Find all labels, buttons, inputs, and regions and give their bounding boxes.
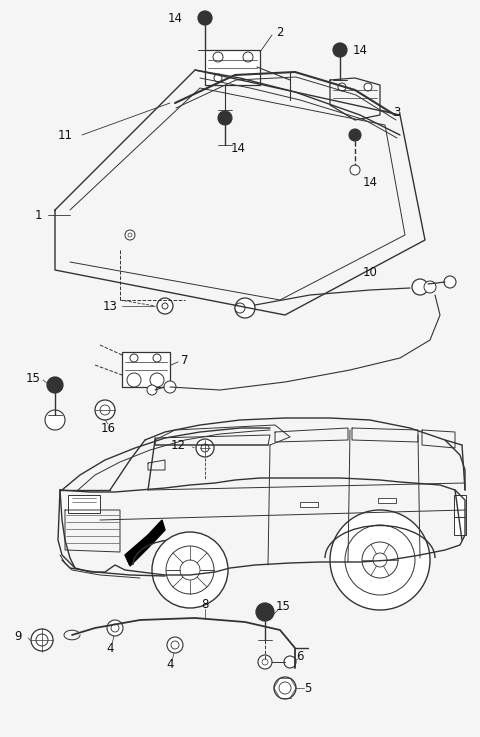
Circle shape — [235, 303, 245, 313]
Bar — [454, 495, 466, 517]
Polygon shape — [125, 520, 165, 566]
Bar — [378, 498, 396, 503]
Circle shape — [424, 281, 436, 293]
Text: 9: 9 — [14, 629, 22, 643]
Circle shape — [338, 83, 346, 91]
Circle shape — [152, 532, 228, 608]
Circle shape — [345, 525, 415, 595]
Circle shape — [333, 43, 347, 57]
Circle shape — [180, 560, 200, 580]
Circle shape — [125, 230, 135, 240]
Text: 14: 14 — [230, 142, 245, 155]
Circle shape — [162, 303, 168, 309]
Circle shape — [279, 682, 291, 694]
Text: 4: 4 — [166, 658, 174, 671]
Circle shape — [128, 233, 132, 237]
Text: 1: 1 — [34, 209, 42, 222]
Bar — [454, 517, 466, 535]
Circle shape — [150, 373, 164, 387]
Circle shape — [373, 553, 387, 567]
Circle shape — [214, 74, 222, 82]
Text: 4: 4 — [106, 641, 114, 654]
Circle shape — [243, 52, 253, 62]
Circle shape — [256, 603, 274, 621]
Text: 14: 14 — [352, 43, 368, 57]
Circle shape — [274, 677, 296, 699]
Text: 3: 3 — [393, 105, 401, 119]
Circle shape — [166, 546, 214, 594]
Circle shape — [36, 634, 48, 646]
Circle shape — [201, 444, 209, 452]
Text: 2: 2 — [276, 26, 284, 38]
Text: 6: 6 — [296, 651, 304, 663]
Circle shape — [362, 542, 398, 578]
Text: 16: 16 — [100, 422, 116, 435]
Circle shape — [364, 83, 372, 91]
Circle shape — [412, 279, 428, 295]
Circle shape — [196, 439, 214, 457]
Circle shape — [153, 354, 161, 362]
Circle shape — [45, 410, 65, 430]
Circle shape — [284, 656, 296, 668]
Text: 5: 5 — [304, 682, 312, 694]
Circle shape — [262, 659, 268, 665]
Circle shape — [213, 52, 223, 62]
Circle shape — [127, 373, 141, 387]
Circle shape — [100, 405, 110, 415]
Bar — [122, 352, 170, 387]
Bar — [68, 495, 100, 513]
Circle shape — [350, 165, 360, 175]
Text: 14: 14 — [168, 12, 183, 24]
Circle shape — [130, 354, 138, 362]
Text: 15: 15 — [276, 601, 290, 613]
Circle shape — [31, 629, 53, 651]
Text: 10: 10 — [362, 265, 377, 279]
Text: 12: 12 — [170, 439, 185, 452]
Text: 15: 15 — [25, 371, 40, 385]
Circle shape — [198, 11, 212, 25]
Circle shape — [47, 377, 63, 393]
Bar — [205, 50, 260, 85]
Circle shape — [218, 111, 232, 125]
Circle shape — [157, 298, 173, 314]
Circle shape — [258, 655, 272, 669]
Text: 11: 11 — [58, 128, 72, 142]
Circle shape — [444, 276, 456, 288]
Circle shape — [95, 400, 115, 420]
Text: 8: 8 — [201, 598, 209, 610]
Circle shape — [147, 385, 157, 395]
Bar — [300, 502, 318, 507]
Circle shape — [164, 381, 176, 393]
Circle shape — [330, 510, 430, 610]
Circle shape — [167, 637, 183, 653]
Text: 7: 7 — [181, 354, 189, 366]
Circle shape — [171, 641, 179, 649]
Text: 13: 13 — [103, 299, 118, 312]
Circle shape — [349, 129, 361, 141]
Circle shape — [107, 620, 123, 636]
Text: 14: 14 — [362, 175, 377, 189]
Circle shape — [111, 624, 119, 632]
Circle shape — [235, 298, 255, 318]
